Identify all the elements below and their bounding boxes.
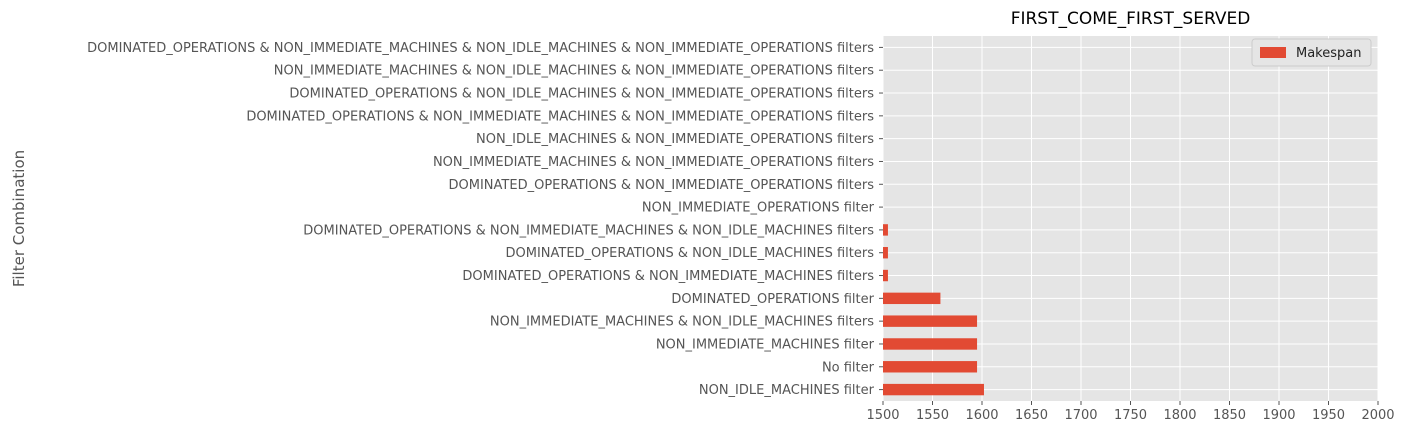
legend-swatch <box>1260 47 1286 58</box>
x-tick-label: 1900 <box>1262 408 1295 423</box>
legend: Makespan <box>1251 38 1372 67</box>
legend-box <box>1251 38 1372 67</box>
bar <box>883 269 888 282</box>
y-tick-label: DOMINATED_OPERATIONS filter <box>671 292 874 307</box>
bar <box>883 292 941 305</box>
y-tick-label: DOMINATED_OPERATIONS & NON_IMMEDIATE_MAC… <box>87 41 874 56</box>
y-tick-label: NON_IDLE_MACHINES & NON_IMMEDIATE_OPERAT… <box>476 132 874 147</box>
y-tick-label: No filter <box>822 360 875 375</box>
y-tick-label: DOMINATED_OPERATIONS & NON_IMMEDIATE_MAC… <box>462 269 874 284</box>
x-tick-label: 1950 <box>1312 408 1345 423</box>
x-tick-label: 1550 <box>916 408 949 423</box>
x-tick-label: 1650 <box>1015 408 1048 423</box>
y-tick-label: DOMINATED_OPERATIONS & NON_IMMEDIATE_MAC… <box>303 223 874 238</box>
y-tick-label: NON_IMMEDIATE_OPERATIONS filter <box>642 201 875 216</box>
chart-title: FIRST_COME_FIRST_SERVED <box>1011 9 1251 29</box>
x-tick-label: 1500 <box>866 408 899 423</box>
y-tick-label: DOMINATED_OPERATIONS & NON_IDLE_MACHINES… <box>289 87 874 102</box>
grid-lines <box>882 36 1379 401</box>
x-tick-labels: 1500 1550 1600 1650 1700 1750 1800 1850 1900 1950… <box>866 401 1395 423</box>
y-tick-label: DOMINATED_OPERATIONS & NON_IDLE_MACHINES… <box>505 246 874 261</box>
y-tick-label: NON_IMMEDIATE_MACHINES & NON_IMMEDIATE_O… <box>433 155 874 170</box>
x-tick-label: 1600 <box>965 408 998 423</box>
bar <box>883 315 978 327</box>
y-tick-label: DOMINATED_OPERATIONS & NON_IMMEDIATE_OPE… <box>449 178 875 193</box>
x-tick-label: 2000 <box>1361 408 1394 423</box>
y-axis-title: Filter Combination <box>10 150 28 287</box>
bar <box>883 383 984 396</box>
y-tick-label: NON_IDLE_MACHINES filter <box>699 383 875 398</box>
x-tick-label: 1850 <box>1213 408 1246 423</box>
y-tick-label: NON_IMMEDIATE_MACHINES & NON_IDLE_MACHIN… <box>274 64 874 79</box>
bars <box>883 224 984 396</box>
legend-label: Makespan <box>1296 46 1361 61</box>
x-tick-label: 1700 <box>1064 408 1097 423</box>
x-tick-label: 1800 <box>1163 408 1196 423</box>
x-tick-label: 1750 <box>1114 408 1147 423</box>
y-tick-label: DOMINATED_OPERATIONS & NON_IMMEDIATE_MAC… <box>246 109 874 124</box>
y-tick-label: NON_IMMEDIATE_MACHINES & NON_IDLE_MACHIN… <box>490 315 874 330</box>
bar <box>883 338 978 350</box>
bar <box>883 247 888 259</box>
y-tick-label: NON_IMMEDIATE_MACHINES filter <box>656 337 875 352</box>
bar <box>883 224 888 236</box>
y-tick-labels: NON_IDLE_MACHINES filter No filter NON_IMM… <box>87 41 883 398</box>
bar <box>883 361 978 373</box>
